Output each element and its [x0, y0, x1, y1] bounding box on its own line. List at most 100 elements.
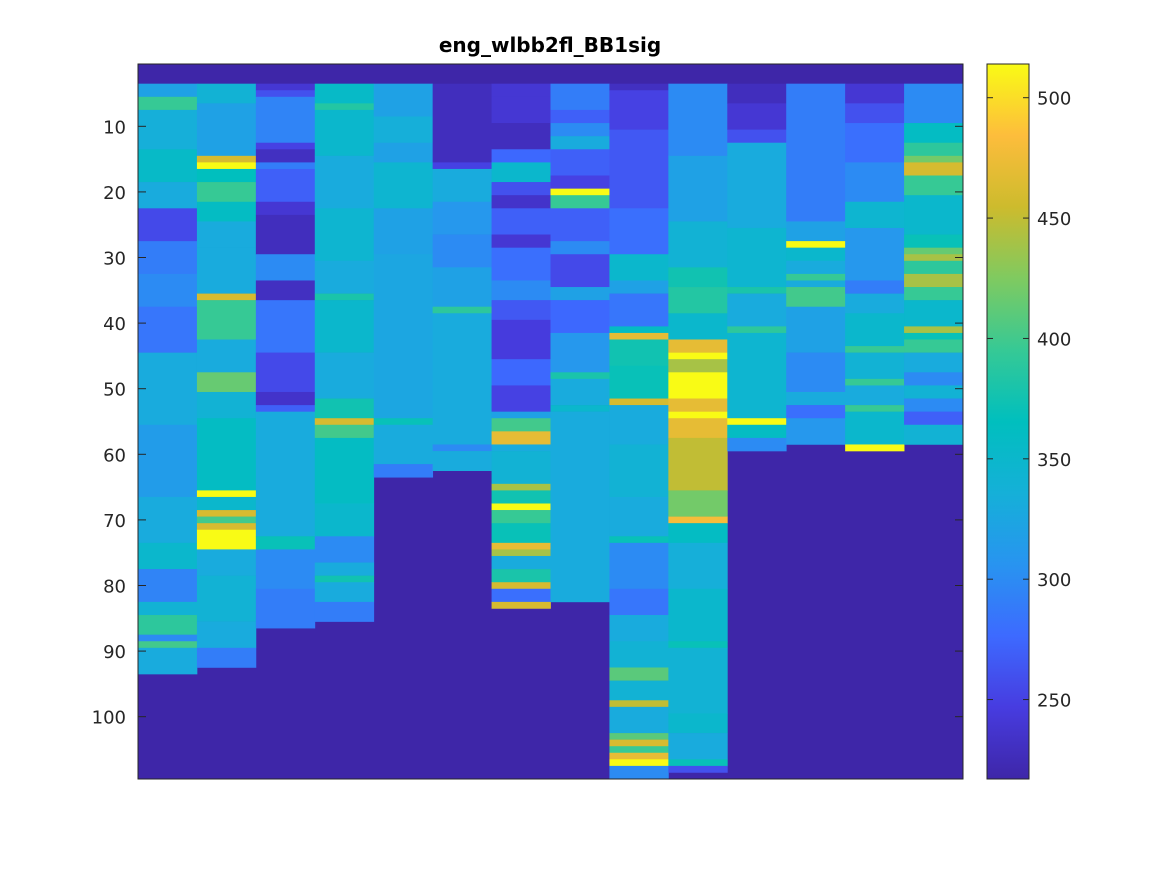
heatmap-cell	[904, 339, 964, 353]
heatmap-cell	[432, 201, 492, 235]
heatmap-cell	[786, 391, 846, 406]
heatmap-cell	[609, 398, 669, 406]
heatmap-cell	[196, 201, 257, 222]
y-tick-label: 90	[103, 642, 126, 663]
heatmap-column-2	[196, 83, 257, 668]
heatmap-cell	[196, 372, 257, 393]
heatmap-cell	[845, 162, 905, 203]
heatmap-cell	[432, 267, 492, 308]
heatmap-cell	[196, 339, 257, 373]
heatmap-cell	[196, 418, 257, 491]
heatmap-cell	[491, 123, 551, 150]
heatmap-cell	[609, 365, 669, 399]
heatmap-cell	[255, 83, 316, 91]
heatmap-cell	[255, 549, 316, 590]
heatmap-cell	[845, 201, 905, 229]
heatmap-cell	[314, 260, 375, 294]
heatmap-cell	[668, 490, 728, 517]
colorbar-tick-label: 400	[1037, 329, 1071, 350]
heatmap-cell	[609, 641, 669, 668]
heatmap-cell	[491, 359, 551, 386]
heatmap-cell	[668, 339, 728, 353]
heatmap-cell	[786, 280, 846, 288]
heatmap-cell	[138, 306, 198, 353]
heatmap-cell	[314, 582, 375, 603]
heatmap-cell	[196, 103, 257, 157]
heatmap-cell	[196, 575, 257, 622]
heatmap-cell	[727, 424, 787, 439]
y-tick-label: 50	[103, 380, 126, 401]
heatmap-cell	[904, 273, 964, 288]
heatmap-cell	[373, 254, 434, 419]
heatmap-cell	[550, 254, 610, 288]
heatmap-cell	[491, 490, 551, 504]
heatmap-cell	[904, 254, 964, 262]
heatmap-cell	[845, 411, 905, 445]
heatmap-cell	[138, 641, 198, 649]
heatmap-column-14	[904, 83, 964, 445]
heatmap-cell	[727, 293, 787, 327]
heatmap-cell	[491, 483, 551, 491]
heatmap-cell	[786, 352, 846, 393]
heatmap-cell	[727, 418, 787, 426]
heatmap-cell	[491, 542, 551, 550]
heatmap-cell	[845, 346, 905, 353]
heatmap-cell	[255, 536, 316, 550]
heatmap-cell	[255, 280, 316, 301]
heatmap-cell	[668, 647, 728, 714]
heatmap-cell	[314, 562, 375, 576]
heatmap-cell	[668, 733, 728, 760]
heatmap-cell	[550, 405, 610, 412]
heatmap-cell	[314, 601, 375, 622]
y-tick-label: 70	[103, 511, 126, 532]
heatmap-column-4	[314, 83, 375, 622]
heatmap-cell	[550, 149, 610, 176]
heatmap-cell	[432, 306, 492, 314]
heatmap-plot-area	[137, 63, 964, 780]
heatmap-cell	[904, 287, 964, 301]
heatmap-cell	[196, 523, 257, 531]
heatmap-cell	[550, 123, 610, 137]
heatmap-cell	[314, 536, 375, 563]
heatmap-cell	[196, 168, 257, 183]
heatmap-cell	[609, 752, 669, 760]
heatmap-cell	[845, 280, 905, 294]
heatmap-cell	[314, 300, 375, 353]
heatmap-cell	[373, 116, 434, 144]
heatmap-cell	[904, 260, 964, 275]
heatmap-cell	[138, 96, 198, 111]
heatmap-cell	[668, 372, 728, 399]
heatmap-cell	[255, 201, 316, 216]
heatmap-cell	[609, 706, 669, 734]
heatmap-cell	[727, 326, 787, 334]
heatmap-cell	[904, 372, 964, 386]
heatmap-cell	[609, 208, 669, 255]
heatmap-cell	[609, 339, 669, 367]
heatmap-cell	[138, 615, 198, 635]
heatmap-cell	[609, 542, 669, 590]
heatmap-cell	[432, 313, 492, 445]
heatmap-cell	[845, 313, 905, 347]
heatmap-cell	[727, 83, 787, 104]
heatmap-cell	[373, 208, 434, 255]
heatmap-cell	[609, 90, 669, 130]
heatmap-cell	[845, 444, 905, 452]
colorbar-tick-label: 300	[1037, 570, 1071, 591]
heatmap-cell	[255, 149, 316, 163]
heatmap-cell	[373, 142, 434, 163]
heatmap-cell	[138, 149, 198, 183]
heatmap-cell	[904, 175, 964, 196]
heatmap-column-7	[491, 83, 551, 609]
heatmap-cell	[196, 621, 257, 649]
heatmap-cell	[550, 208, 610, 242]
heatmap-cell	[904, 300, 964, 327]
heatmap-cell	[196, 516, 257, 524]
heatmap-cell	[373, 424, 434, 465]
heatmap-cell	[609, 588, 669, 616]
heatmap-cell	[904, 424, 964, 445]
heatmap-cell	[432, 162, 492, 170]
heatmap-cell	[668, 759, 728, 767]
y-tick-label: 10	[103, 117, 126, 138]
heatmap-column-11	[727, 83, 787, 452]
heatmap-cell	[786, 221, 846, 242]
